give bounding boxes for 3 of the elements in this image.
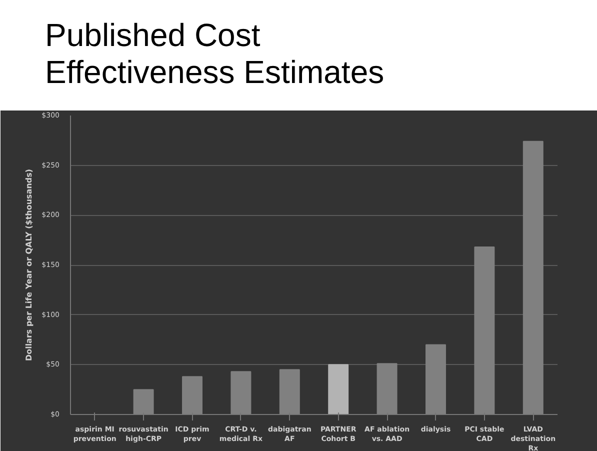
bar: [328, 364, 349, 414]
y-axis-title: Dollars per Life Year or QALY ($thousands): [24, 168, 34, 362]
chart-title: Published Cost Effectiveness Estimates: [45, 17, 386, 91]
